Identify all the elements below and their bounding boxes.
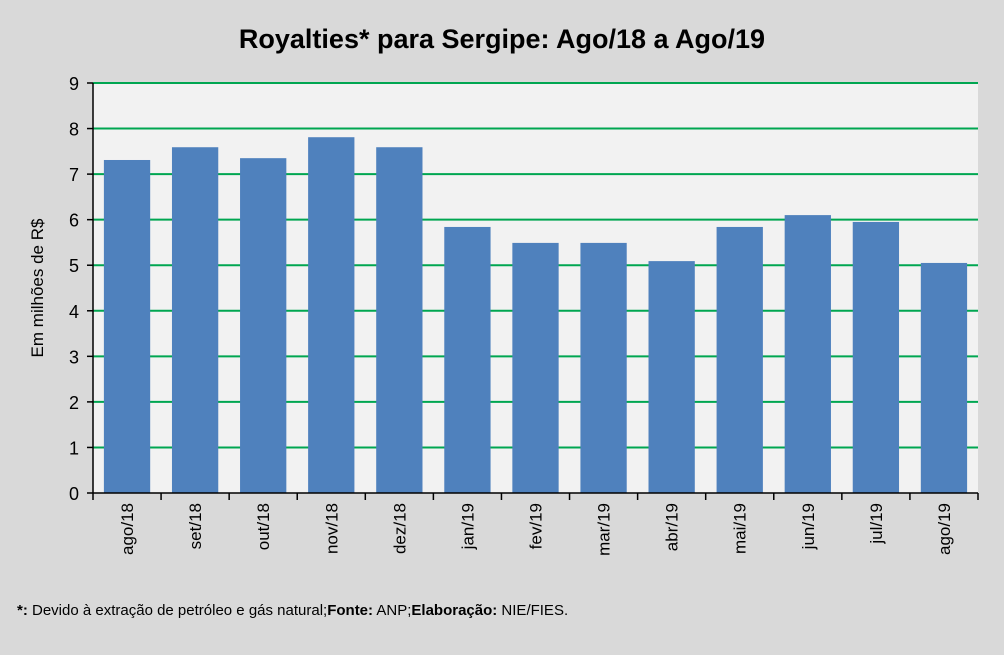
y-tick-label: 3 [69, 347, 79, 367]
bar-dez-18 [376, 147, 423, 493]
y-axis-label: Em milhões de R$ [28, 218, 47, 357]
y-tick-label: 2 [69, 393, 79, 413]
royalties-bar-chart: Royalties* para Sergipe: Ago/18 a Ago/19… [28, 24, 979, 556]
bar-abr-19 [648, 261, 695, 493]
bar-out-18 [240, 158, 287, 493]
y-tick-label: 4 [69, 302, 79, 322]
footnote: *: Devido à extração de petróleo e gás n… [17, 602, 568, 619]
x-tick-label: fev/19 [527, 503, 546, 549]
y-tick-label: 5 [69, 256, 79, 276]
bar-jun-19 [784, 215, 831, 493]
x-tick-label: ago/19 [935, 503, 954, 555]
x-tick-label: ago/18 [118, 503, 137, 555]
y-tick-label: 6 [69, 211, 79, 231]
x-tick-label: nov/18 [322, 503, 341, 554]
footnote-elab: NIE/FIES. [497, 602, 569, 619]
y-tick-label: 7 [69, 165, 79, 185]
bar-set-18 [171, 147, 219, 493]
footnote-text: Devido à extração de petróleo e gás natu… [27, 602, 328, 619]
bar-jul-19 [852, 221, 900, 493]
bar-mai-19 [716, 226, 763, 493]
x-tick-label: abr/19 [663, 503, 682, 551]
bar-ago-19 [920, 262, 968, 493]
bar-jan-19 [444, 226, 491, 493]
x-tick-label: dez/18 [390, 503, 409, 554]
x-tick-label: set/18 [186, 503, 205, 549]
y-tick-label: 8 [69, 120, 79, 140]
bar-mar-19 [580, 242, 627, 493]
y-tick-label: 9 [69, 74, 79, 94]
y-tick-label: 0 [69, 484, 79, 504]
x-tick-label: jul/19 [867, 503, 886, 545]
footnote-star: *: [17, 602, 28, 619]
x-tick-label: mai/19 [731, 503, 750, 554]
footnote-elab-label: Elaboração: [411, 602, 498, 619]
bar-nov-18 [308, 137, 355, 493]
x-tick-label: jan/19 [458, 503, 477, 550]
x-tick-label: jun/19 [799, 503, 818, 550]
bar-fev-19 [512, 242, 559, 493]
footnote-fonte-label: Fonte: [327, 602, 374, 619]
y-tick-label: 1 [69, 438, 79, 458]
chart-title: Royalties* para Sergipe: Ago/18 a Ago/19 [239, 24, 765, 54]
footnote-fonte: ANP; [373, 602, 412, 619]
bar-ago-18 [103, 159, 151, 493]
x-tick-label: out/18 [254, 503, 273, 550]
x-tick-label: mar/19 [595, 503, 614, 556]
